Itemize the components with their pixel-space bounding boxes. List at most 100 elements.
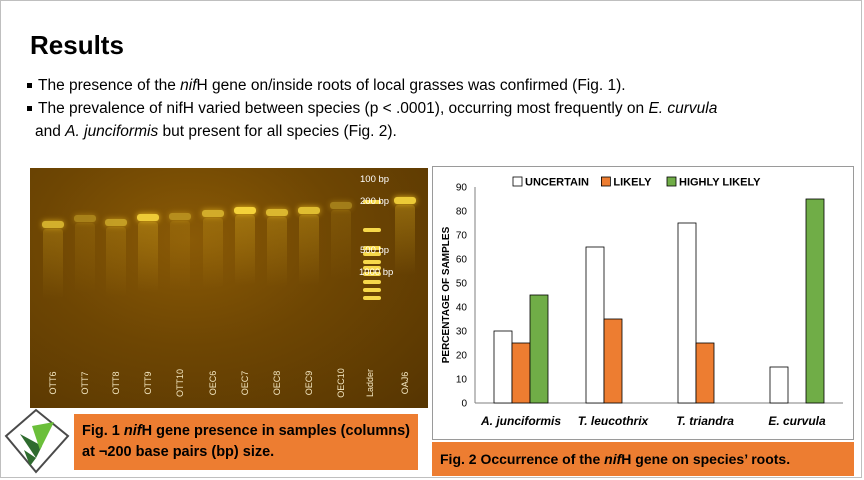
legend-label: UNCERTAIN [525, 177, 589, 189]
bullet-1-text-a: The presence of the [38, 77, 181, 94]
bullet-1: The presence of the nifH gene on/inside … [24, 74, 844, 97]
gel-smear [170, 221, 190, 291]
x-tick-label: A. junciformis [480, 414, 561, 428]
gel-band [169, 213, 191, 220]
gel-smear [203, 218, 223, 288]
gel-smear [331, 210, 351, 280]
ladder-band [363, 280, 381, 284]
gel-lane-label: OTT7 [80, 371, 90, 395]
gel-lane-label: OEC6 [208, 370, 218, 396]
ladder-size-label: 500 bp [360, 245, 390, 256]
bar-uncertain [585, 246, 605, 404]
bullet-list: The presence of the nifH gene on/inside … [24, 74, 844, 143]
bar-uncertain [769, 366, 789, 404]
x-tick-label: T. triandra [676, 414, 734, 428]
ladder-band [363, 266, 381, 270]
gel-lane-label: OTT6 [48, 371, 58, 395]
ladder-band [363, 272, 381, 276]
y-tick-label: 20 [456, 351, 468, 362]
gel-smear [395, 205, 415, 275]
university-logo-icon [4, 408, 70, 474]
gel-band [105, 219, 127, 226]
fig2-chart: 0 10 20 30 40 50 60 70 80 90 PERCENTAGE OF SAMPLES… [432, 166, 854, 440]
ladder-size-label: 100 bp [360, 174, 390, 185]
gel-band [234, 207, 256, 214]
ladder-band [363, 228, 381, 232]
y-axis-label: PERCENTAGE OF SAMPLES [441, 226, 452, 363]
legend-label: HIGHLY LIKELY [679, 177, 761, 189]
gel-smear [43, 229, 63, 299]
gel-band [330, 202, 352, 209]
gel-lane-label: OEC9 [304, 370, 314, 396]
gel-lane-label: OTT10 [175, 369, 185, 398]
legend-swatch [600, 176, 611, 187]
bullet-2-text-c: but present for all species (Fig. 2). [158, 123, 397, 140]
bar-uncertain [677, 222, 697, 404]
gel-smear [267, 217, 287, 287]
bar-chart: 0 10 20 30 40 50 60 70 80 90 PERCENTAGE OF SAMPLES… [441, 176, 843, 428]
gel-image: OTT6 OTT7 OTT8 OTT9 OTT10 OEC6 OEC7 OEC8 OEC9 OEC… [30, 168, 428, 408]
gel-smear [299, 215, 319, 285]
fig2-caption: Fig. 2 Occurrence of the nifH gene on sp… [432, 442, 854, 476]
gel-band [266, 209, 288, 216]
bullet-2: The prevalence of nifH varied between sp… [24, 97, 844, 143]
y-tick-label: 10 [456, 375, 468, 386]
gel-lane-label: OEC7 [240, 370, 250, 396]
y-tick-label: 40 [456, 303, 468, 314]
gel-smear [235, 215, 255, 285]
fig1-caption-italic: nif [123, 423, 142, 439]
gel-band [137, 214, 159, 221]
gel-band [74, 215, 96, 222]
fig2-caption-prefix: Fig. 2 Occurrence of the [440, 451, 605, 467]
ladder-band [363, 288, 381, 292]
slide-title: Results [30, 30, 124, 60]
fig1-caption: Fig. 1 nifH gene presence in samples (co… [74, 414, 418, 470]
y-tick-label: 30 [456, 327, 468, 338]
legend-swatch [666, 176, 677, 187]
x-tick-label: E. curvula [768, 414, 826, 428]
gel-band [202, 210, 224, 217]
y-tick-label: 60 [456, 255, 468, 266]
bar-highly-likely [805, 198, 825, 404]
gel-smear [75, 223, 95, 293]
fig2-caption-italic: nif [604, 451, 622, 467]
bullet-2-text-a: The prevalence of nifH varied between sp… [38, 100, 649, 117]
legend-swatch [512, 176, 523, 187]
gel-smear [138, 222, 158, 292]
ladder-band [363, 260, 381, 264]
gel-band [394, 197, 416, 204]
ladder-size-label: 1000 bp [359, 267, 394, 278]
ladder-band [363, 252, 381, 256]
y-tick-label: 90 [456, 183, 468, 194]
bar-uncertain [493, 330, 513, 404]
gel-lane-label: OEC8 [272, 370, 282, 396]
y-tick-label: 80 [456, 207, 468, 218]
bullet-1-italic: nif [180, 77, 197, 94]
bar-likely [695, 342, 715, 404]
ladder-size-label: 200 bp [360, 196, 390, 207]
gel-lane-label: OTT8 [111, 371, 121, 395]
bar-likely [603, 318, 623, 404]
ladder-band [363, 200, 381, 204]
ladder-band [363, 246, 381, 250]
bar-highly-likely [529, 294, 549, 404]
gel-lane-label: OAJ6 [400, 371, 410, 395]
y-tick-label: 70 [456, 231, 468, 242]
y-tick-label: 0 [461, 399, 467, 410]
bullet-1-text-b: H gene on/inside roots of local grasses … [196, 77, 626, 94]
bullet-2-line-2: and A. junciformis but present for all s… [35, 120, 844, 143]
fig2-caption-rest: H gene on species’ roots. [621, 451, 791, 467]
gel-lane-label: Ladder [365, 368, 375, 398]
x-tick-label: T. leucothrix [578, 414, 650, 428]
gel-smear [106, 227, 126, 297]
gel-band [42, 221, 64, 228]
bullet-2-italic-a: E. curvula [648, 100, 718, 117]
gel-lane-label: OEC10 [336, 368, 346, 398]
bar-likely [511, 342, 531, 404]
fig1-caption-prefix: Fig. 1 [82, 423, 124, 439]
gel-band [298, 207, 320, 214]
legend-label: LIKELY [613, 177, 652, 189]
fig1-caption-rest: H gene presence in samples (columns) at … [82, 423, 410, 460]
gel-lane-label: OTT9 [143, 371, 153, 395]
y-tick-label: 50 [456, 279, 468, 290]
